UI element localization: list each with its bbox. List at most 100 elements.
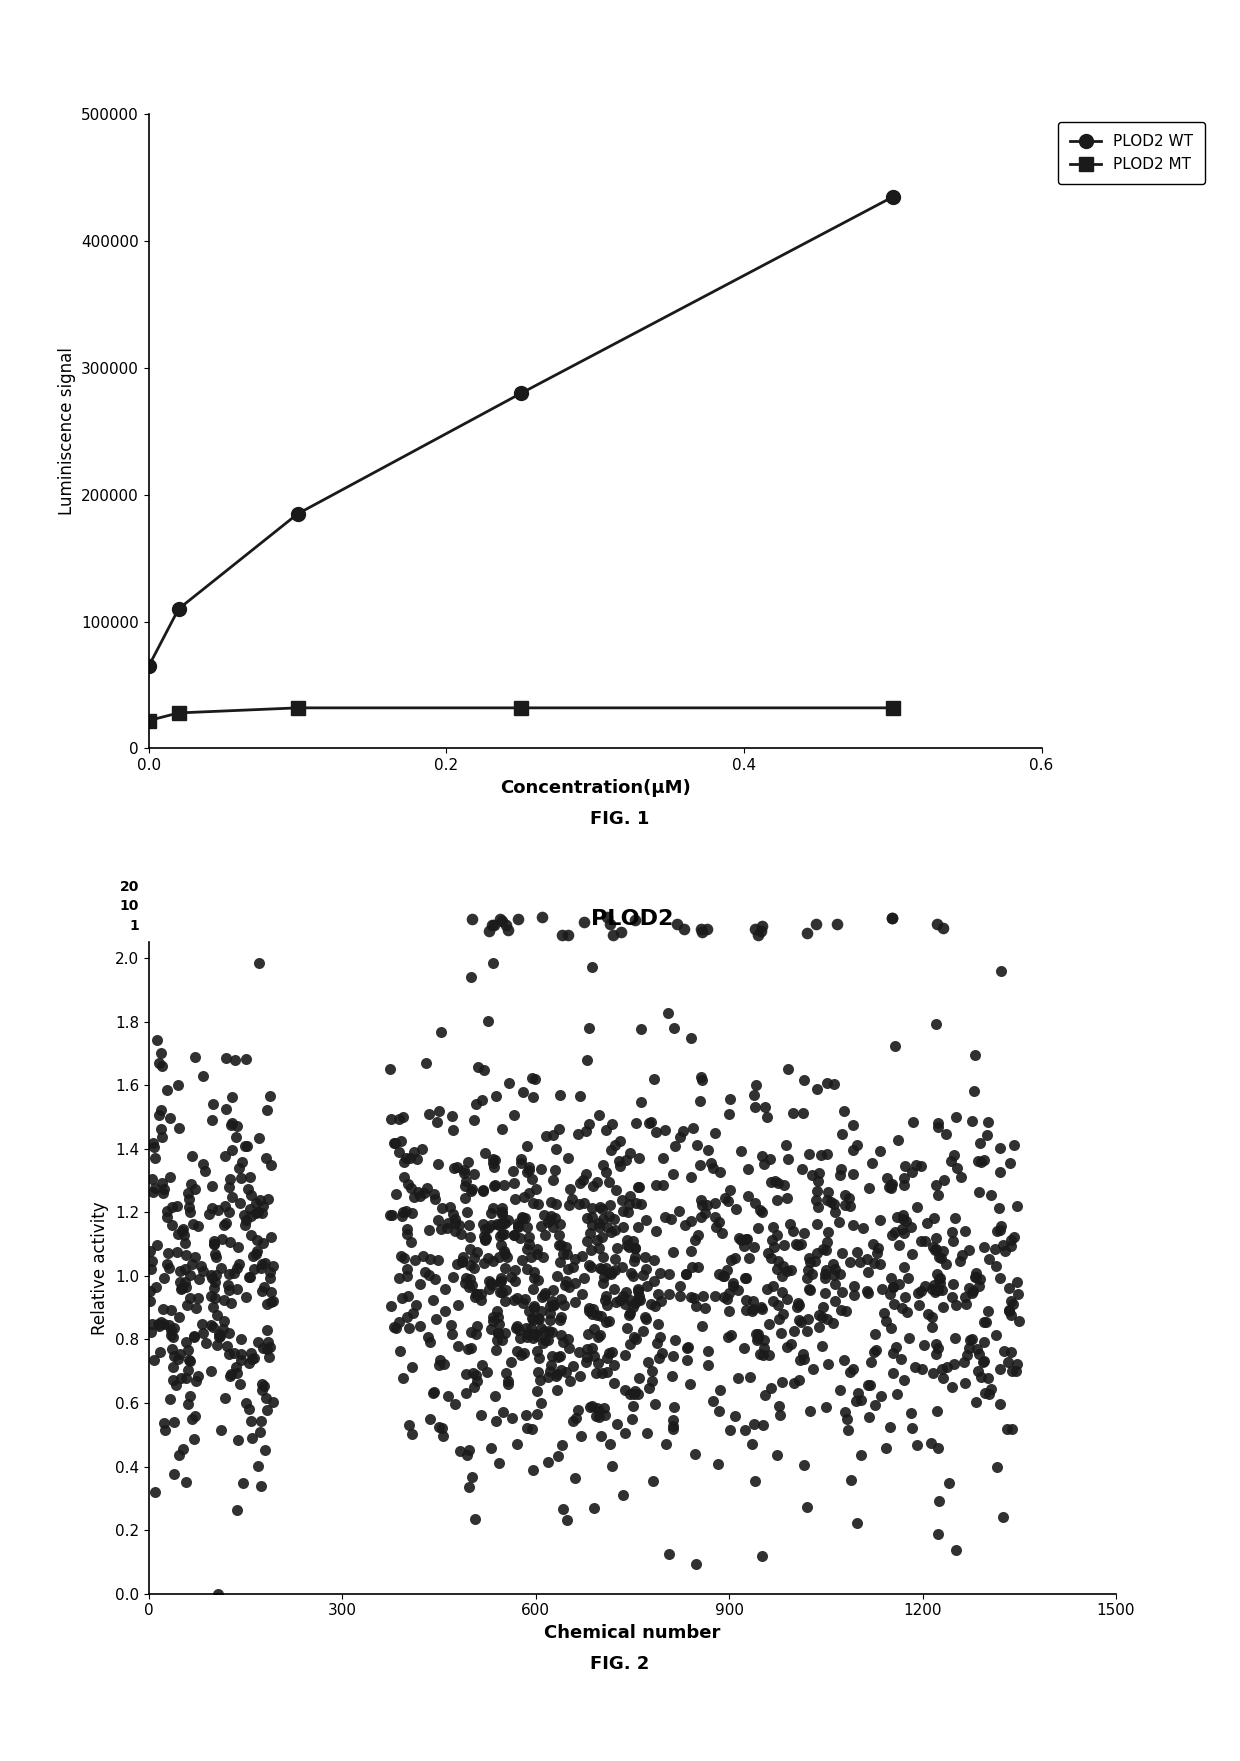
Point [598,1259,618,1287]
Point [492,1278,512,1307]
Point [596,1282,616,1310]
Point [986,1252,1006,1280]
Point [620,1330,640,1358]
Point [412,1136,432,1164]
Point [789,1289,808,1317]
Point [937,1352,957,1381]
Point [642,1367,662,1395]
Point [990,1157,1009,1185]
Point [216,1384,236,1412]
Point [563,1352,583,1381]
Point [389,1337,409,1365]
Point [260,1264,280,1293]
Point [670,1271,689,1300]
Point [517,1254,537,1282]
Point [456,1440,476,1469]
Point [169,1440,188,1469]
Point [464,1245,484,1273]
Point [547,1263,567,1291]
Point [883,1273,903,1301]
Point [712,1219,732,1247]
Point [445,1205,465,1233]
Point [924,1205,944,1233]
Point [516,1284,536,1312]
Point [260,1083,280,1111]
Point [615,1419,635,1448]
Point [899,1264,919,1293]
Point [601,1259,621,1287]
Point [498,1069,518,1097]
Point [502,1404,522,1432]
Point [999,1148,1019,1176]
Point [928,1180,947,1208]
PLOD2 MT [141,710,156,731]
Point [455,1155,475,1183]
Point [495,1319,515,1347]
Point [208,1196,228,1224]
Point [162,1335,182,1363]
Point [857,1245,877,1273]
Point [410,1182,430,1210]
Point [398,1282,418,1310]
Point [221,1361,241,1389]
Point [180,1284,200,1312]
Point [894,1219,914,1247]
Point [968,1148,988,1176]
Point [650,1323,670,1351]
Point [929,1264,949,1293]
Point [401,1227,420,1256]
Point [549,1210,569,1238]
Point [961,1326,981,1354]
Point [565,1270,585,1298]
Point [646,1171,666,1199]
Point [475,1057,495,1085]
Point [603,921,622,949]
Point [870,1250,890,1278]
Point [528,1358,548,1386]
Point [882,1220,901,1249]
Point [231,1189,250,1217]
Point [523,1455,543,1483]
Point [966,1259,986,1287]
Point [208,1580,228,1608]
Point [258,1328,278,1356]
Point [494,1171,513,1199]
Point [584,1342,604,1370]
Point [484,1145,503,1173]
Point [863,1229,883,1257]
Point [205,1231,224,1259]
Point [469,1053,489,1081]
Point [978,1296,998,1324]
Point [543,1213,563,1242]
Point [498,916,518,944]
Point [748,1324,768,1352]
Point [533,1280,553,1308]
Point [931,1275,951,1303]
Point [942,1226,962,1254]
Point [496,1277,516,1305]
Point [847,1131,867,1159]
Point [999,1275,1019,1303]
Point [448,1153,467,1182]
Point [176,1467,196,1495]
Point [237,1389,257,1418]
Point [521,1243,541,1271]
Point [591,1196,611,1224]
Point [255,1384,275,1412]
Point [804,1354,823,1382]
Point [144,1132,164,1160]
Point [450,1437,470,1465]
Point [175,1254,195,1282]
Point [1001,1287,1021,1315]
Point [218,1277,238,1305]
Point [170,1340,190,1368]
Point [538,1326,558,1354]
Point [670,1282,689,1310]
Point [745,1467,765,1495]
Point [384,1312,404,1340]
Point [806,1185,826,1213]
Point [624,1293,644,1321]
Point [691,1150,711,1178]
Point [800,1275,820,1303]
Point [754,1326,774,1354]
